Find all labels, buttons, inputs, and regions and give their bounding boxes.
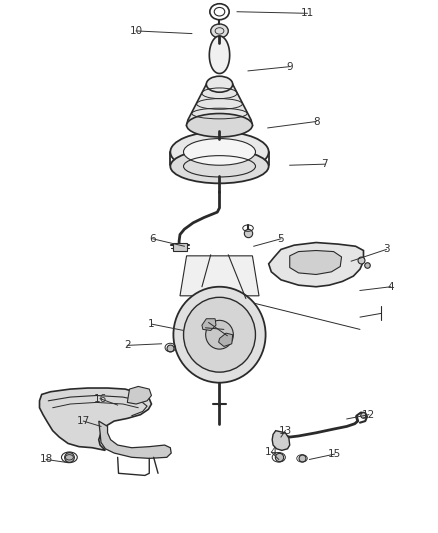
Polygon shape bbox=[218, 333, 232, 346]
Text: 4: 4 bbox=[386, 282, 393, 292]
Polygon shape bbox=[99, 421, 171, 458]
Ellipse shape bbox=[170, 149, 268, 183]
Text: 10: 10 bbox=[129, 26, 142, 36]
Text: 5: 5 bbox=[277, 234, 284, 244]
Text: 16: 16 bbox=[93, 394, 106, 403]
Text: 13: 13 bbox=[278, 426, 291, 435]
Ellipse shape bbox=[183, 139, 255, 165]
Polygon shape bbox=[127, 386, 151, 404]
Polygon shape bbox=[209, 36, 229, 74]
Polygon shape bbox=[39, 388, 151, 450]
Ellipse shape bbox=[210, 24, 228, 38]
Polygon shape bbox=[201, 319, 215, 330]
Text: 17: 17 bbox=[77, 416, 90, 426]
Text: 7: 7 bbox=[321, 159, 328, 169]
Text: 9: 9 bbox=[286, 62, 293, 71]
Polygon shape bbox=[268, 243, 363, 287]
Ellipse shape bbox=[173, 287, 265, 383]
Ellipse shape bbox=[205, 320, 233, 349]
Text: 2: 2 bbox=[124, 341, 131, 350]
Text: 1: 1 bbox=[148, 319, 155, 329]
Ellipse shape bbox=[183, 297, 255, 372]
Text: 6: 6 bbox=[149, 234, 156, 244]
Ellipse shape bbox=[170, 132, 268, 172]
Text: 14: 14 bbox=[264, 447, 277, 457]
Polygon shape bbox=[180, 256, 258, 296]
Text: 15: 15 bbox=[327, 449, 340, 459]
Polygon shape bbox=[173, 243, 186, 251]
Polygon shape bbox=[186, 84, 252, 125]
Text: 3: 3 bbox=[382, 245, 389, 254]
Ellipse shape bbox=[206, 76, 232, 92]
Text: 18: 18 bbox=[39, 455, 53, 464]
Text: 8: 8 bbox=[312, 117, 319, 126]
Text: 11: 11 bbox=[300, 9, 313, 18]
Ellipse shape bbox=[186, 114, 252, 137]
Text: 12: 12 bbox=[361, 410, 374, 419]
Polygon shape bbox=[272, 431, 289, 450]
Polygon shape bbox=[289, 251, 341, 274]
